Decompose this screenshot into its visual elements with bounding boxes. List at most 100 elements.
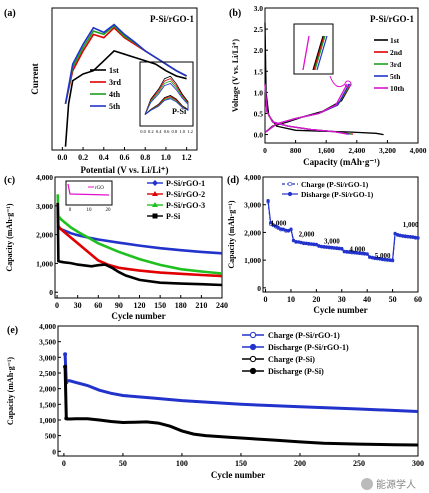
y-tick-label: 3,000 [36,202,53,211]
x-tick-label: 240 [216,301,228,310]
rate-point [342,249,346,253]
inset-legend-label: rGO [95,186,104,191]
capacity-curve-P-Si [56,202,223,287]
rate-point [391,258,395,262]
legend-label: 10th [390,84,405,93]
x-tick-label: 0.0 [57,153,67,162]
x-tick-label: 1.2 [182,153,192,162]
rate-point [406,234,410,238]
cycling-point [63,364,68,369]
rate-label: 5,000 [375,252,391,260]
panel-label: (c) [4,175,15,186]
y-tick-label: 2,000 [244,228,261,237]
rate-point [274,224,278,228]
y-tick-label: 3,000 [244,201,261,210]
y-tick-label: 2.5 [254,25,264,34]
y-tick-label: 500 [45,432,57,441]
legend-label: 2nd [390,48,403,57]
legend-marker [152,180,158,186]
watermark-text: 能源学人 [376,478,416,491]
panel-label: (e) [7,325,18,336]
x-tick-label: 1,600 [318,146,335,155]
rate-point [411,235,415,239]
legend-marker [152,213,158,219]
rate-point [289,227,293,231]
y-tick-label: 1,000 [244,256,261,265]
x-axis-title: Potential (V vs. Li/Li⁺) [80,165,168,175]
legend-label: 5th [390,72,401,81]
y-tick-label: 1.0 [254,88,264,97]
cycling-curve-P-Si/rGO-1 [63,354,419,413]
rate-point [314,242,319,246]
plot-frame [54,176,223,299]
x-tick-label: 0 [263,146,267,155]
x-tick-label: 2,400 [348,146,365,155]
legend-label: 5th [109,102,121,111]
y-tick-label: 4,000 [244,173,261,182]
legend-marker [249,331,257,339]
x-axis-title: Cycle number [111,311,165,321]
x-tick-label: 60 [94,301,102,310]
y-axis-title: Capacity (mAh·g⁻¹) [6,357,15,426]
panel-e: (e) 0 50 100 150 200 250 300 0 500 1,000 1,500 2,000… [6,322,424,480]
x-tick-label: 0 [62,459,66,468]
plot-frame [264,7,419,144]
x-tick-label: 4,000 [410,146,427,155]
rate-point [266,199,270,203]
legend-label: Charge (P-Si/rGO-1) [301,180,369,189]
charge-curve-10th [264,83,348,134]
y-tick-label: 4,000 [36,173,53,182]
x-axis-title: Cycle number [211,470,265,480]
inset-label: P-Si [172,107,187,116]
y-tick-label: 1,000 [39,416,56,425]
inset-x-tick-label: 1.0 [179,129,185,134]
rate-label: 1,000 [403,221,419,229]
legend-label: 1st [109,66,119,75]
legend-label: P-Si/rGO-2 [166,190,205,199]
rate-point [294,240,298,244]
legend-label: Charge (P-Si) [268,355,315,364]
rate-point [307,241,311,246]
rate-point [365,252,369,256]
y-tick-label: 4,000 [39,322,56,331]
annotation: P-Si/rGO-1 [370,14,414,24]
y-axis-title: Current [30,63,40,94]
y-axis-title: Capacity (mAh·g⁻¹) [5,203,14,272]
rate-point [408,235,413,239]
inset-x-tick-label: 1.2 [187,129,193,134]
x-tick-label: 210 [195,301,207,310]
x-tick-label: 40 [363,295,371,304]
y-tick-label: 1,500 [39,400,56,409]
inset-curve [316,35,328,71]
y-tick-label: 0.5 [254,109,264,118]
x-tick-label: 0 [264,295,268,304]
legend-marker [287,181,293,187]
inset-x-tick-label: 0.4 [156,129,162,134]
rate-point [317,244,321,248]
capacity-curve-P-Si/rGO-2 [56,202,223,278]
rate-point [403,234,407,238]
rate-point [276,225,280,229]
panel-c: (c) 0 30 60 90 120 150 180 210 240 0 1,000 2,000 3,00… [4,173,228,321]
rate-point [284,228,288,232]
rate-point [345,249,349,254]
x-tick-label: 10 [287,295,295,304]
inset-frame [65,180,113,206]
rate-point [416,236,420,240]
legend-label: Discharge (P-Si) [268,367,324,376]
legend-label: P-Si/rGO-1 [166,179,205,188]
charge-curve-1st [264,83,352,133]
rate-point [340,246,344,251]
inset-x-tick-label: 0.0 [140,129,146,134]
rate-point [401,234,405,238]
rate-point [368,255,372,259]
inset-curve [67,183,110,196]
legend-marker [249,343,257,351]
x-tick-label: 150 [154,301,166,310]
legend-label: P-Si [166,212,181,221]
legend-label: 1st [390,36,400,45]
watermark: 能源学人 [361,478,416,491]
watermark-logo [361,478,373,490]
rate-point [330,245,334,249]
